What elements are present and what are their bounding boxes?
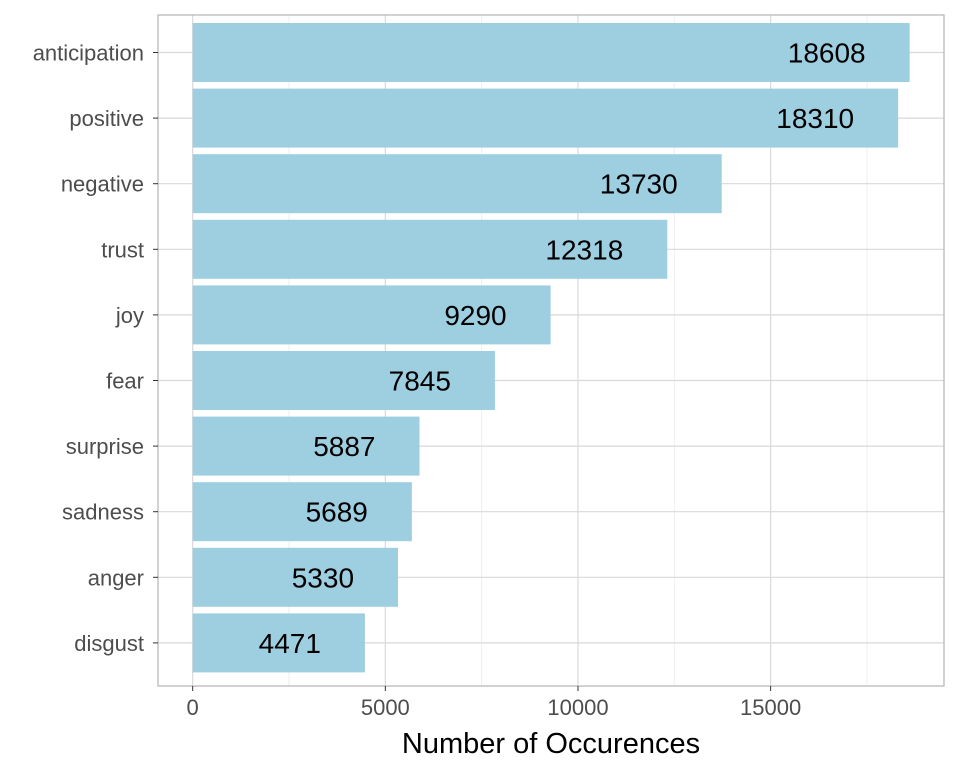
y-tick-label-sadness: sadness [62, 500, 144, 525]
x-axis: 0 5000 10000 15000 [187, 686, 801, 720]
data-label-fear: 7845 [389, 366, 451, 397]
bar-trust [192, 219, 668, 279]
y-tick-label-positive: positive [69, 106, 144, 131]
data-labels: 18608 18310 13730 12318 9290 7845 5887 5689 5330… [259, 38, 866, 659]
data-label-sadness: 5689 [306, 497, 368, 528]
data-label-anticipation: 18608 [788, 38, 866, 69]
y-tick-label-disgust: disgust [74, 631, 144, 656]
bar-fear [192, 351, 495, 410]
y-tick-label-negative: negative [61, 172, 144, 197]
y-tick-label-anger: anger [88, 565, 144, 590]
data-label-joy: 9290 [444, 300, 506, 331]
bar-disgust [192, 613, 365, 673]
data-label-disgust: 4471 [259, 628, 321, 659]
x-tick-label: 5000 [361, 695, 410, 720]
panel-border [157, 14, 945, 687]
y-tick-label-anticipation: anticipation [33, 41, 144, 66]
bars [192, 23, 910, 673]
x-tick-label: 0 [187, 695, 199, 720]
x-axis-title: Number of Occurences [402, 728, 700, 760]
data-label-surprise: 5887 [313, 431, 375, 462]
y-tick-label-trust: trust [101, 237, 144, 262]
data-label-positive: 18310 [776, 103, 854, 134]
y-tick-label-fear: fear [106, 369, 144, 394]
y-tick-label-joy: joy [115, 303, 144, 328]
y-axis: anticipation positive negative trust joy fear… [33, 41, 158, 656]
bar-positive [192, 88, 899, 148]
y-tick-label-surprise: surprise [66, 434, 144, 459]
bar-joy [192, 285, 551, 345]
data-label-negative: 13730 [600, 169, 678, 200]
bar-sadness [192, 482, 412, 542]
bar-anger [192, 547, 399, 607]
data-label-anger: 5330 [292, 562, 354, 593]
x-tick-label: 15000 [740, 695, 801, 720]
x-tick-label: 10000 [547, 695, 608, 720]
bar-negative [192, 154, 722, 214]
bar-surprise [192, 416, 420, 476]
data-label-trust: 12318 [545, 234, 623, 265]
bar-anticipation [192, 23, 910, 82]
